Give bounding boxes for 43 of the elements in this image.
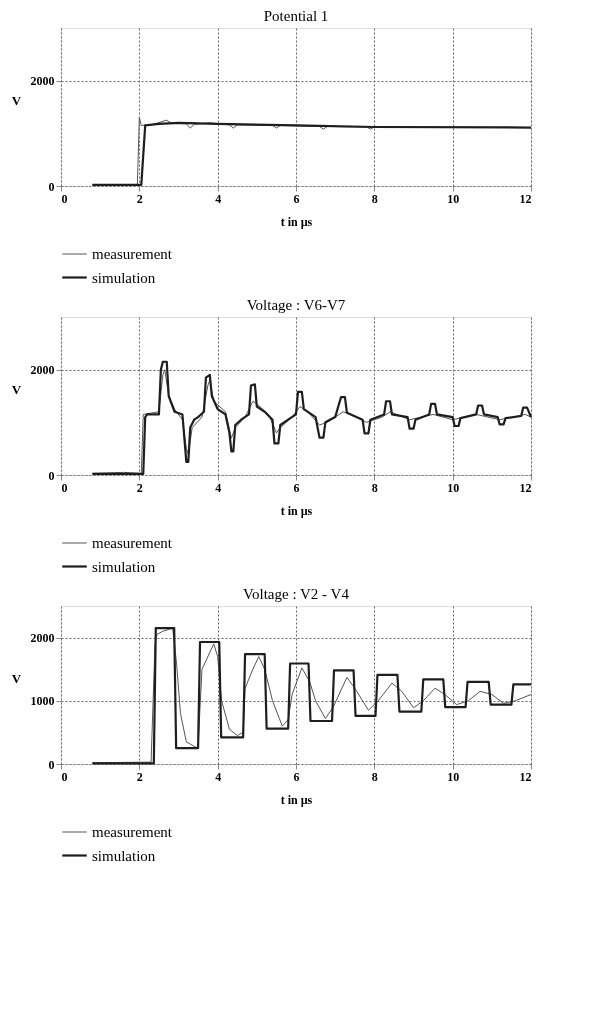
- chart-title: Potential 1: [263, 8, 329, 24]
- y-tick-label: 0: [48, 468, 55, 483]
- x-tick-label: 4: [215, 480, 222, 495]
- legend-label: measurement: [92, 824, 173, 840]
- y-tick-label: 2000: [30, 631, 55, 646]
- x-axis-title: t in µs: [280, 503, 313, 518]
- y-tick-label: 0: [48, 757, 55, 772]
- x-tick-label: 8: [371, 480, 378, 495]
- legend-label: measurement: [92, 246, 173, 262]
- x-tick-label: 6: [293, 769, 300, 784]
- x-tick-label: 0: [61, 480, 68, 495]
- x-tick-label: 6: [293, 191, 300, 206]
- x-tick-label: 2: [136, 480, 143, 495]
- legend-label: simulation: [92, 558, 156, 575]
- y-axis-title: V: [11, 670, 22, 686]
- x-axis-title: t in µs: [280, 214, 313, 229]
- chart-title: Voltage : V6-V7: [246, 297, 346, 313]
- legend-label: measurement: [92, 535, 173, 551]
- y-axis-title: V: [11, 92, 22, 108]
- x-axis-title: t in µs: [280, 792, 313, 807]
- x-tick-label: 6: [293, 480, 300, 495]
- y-tick-label: 2000: [30, 363, 55, 378]
- x-tick-label: 10: [447, 191, 460, 206]
- x-tick-label: 0: [61, 769, 68, 784]
- y-tick-label: 0: [48, 179, 55, 194]
- chart-title: Voltage : V2 - V4: [243, 586, 350, 602]
- x-tick-label: 8: [371, 191, 378, 206]
- y-tick-label: 2000: [30, 74, 55, 89]
- legend-label: simulation: [92, 847, 156, 864]
- x-tick-label: 10: [447, 769, 460, 784]
- x-tick-label: 12: [519, 480, 532, 495]
- legend-label: simulation: [92, 269, 156, 286]
- y-axis-title: V: [11, 381, 22, 397]
- x-tick-label: 10: [447, 480, 460, 495]
- x-tick-label: 2: [136, 191, 143, 206]
- x-tick-label: 12: [519, 191, 532, 206]
- x-tick-label: 0: [61, 191, 68, 206]
- x-tick-label: 12: [519, 769, 532, 784]
- x-tick-label: 8: [371, 769, 378, 784]
- x-tick-label: 2: [136, 769, 143, 784]
- x-tick-label: 4: [215, 191, 222, 206]
- x-tick-label: 4: [215, 769, 222, 784]
- y-tick-label: 1000: [30, 694, 55, 709]
